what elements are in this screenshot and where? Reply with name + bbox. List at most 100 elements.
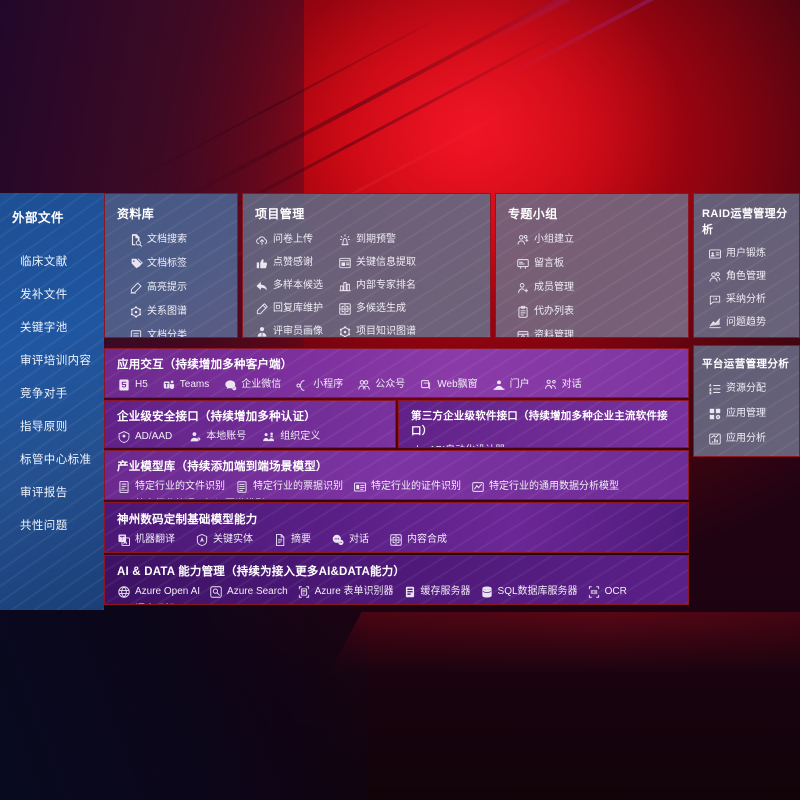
capability-label: API自动化设计器 bbox=[429, 446, 505, 448]
capability-item[interactable]: 资源分配 bbox=[708, 382, 794, 396]
sidebar-item-7[interactable]: 标管中心标准 bbox=[12, 442, 96, 475]
capability-item[interactable]: 评审员画像 bbox=[255, 325, 328, 337]
bar-title: 应用交互（持续增加多种客户端） bbox=[117, 359, 293, 371]
capability-item[interactable]: 应用管理 bbox=[708, 407, 794, 421]
capability-item[interactable]: 语音理解 bbox=[117, 603, 175, 604]
dialog-icon bbox=[544, 378, 558, 392]
capability-item[interactable]: 组织定义 bbox=[262, 430, 320, 444]
capability-item[interactable]: 文档标签 bbox=[129, 257, 229, 271]
bar-title: 神州数码定制基础模型能力 bbox=[117, 514, 258, 526]
bar-industry-model-library: 产业模型库（持续添加端到端场景模型） 特定行业的文件识别 特定行业的票据识别 特定行… bbox=[104, 450, 689, 500]
archive-box-icon bbox=[516, 329, 530, 337]
summary-icon bbox=[273, 533, 287, 547]
capability-label: 项目知识图谱 bbox=[356, 326, 416, 337]
panel-title: 资料库 bbox=[117, 207, 155, 221]
capability-item[interactable]: 角色管理 bbox=[708, 270, 794, 284]
sidebar-item-8[interactable]: 审评报告 bbox=[12, 475, 96, 508]
capability-item[interactable]: SQL数据库服务器 bbox=[480, 585, 578, 599]
sidebar-item-2[interactable]: 发补文件 bbox=[12, 277, 96, 310]
panel-project-management: 项目管理 问卷上传 到期预警 点赞感谢 关键信息提取 多样本候选 内部专家排名 回复库维护 多… bbox=[242, 193, 491, 338]
capability-item[interactable]: 用户锻炼 bbox=[708, 247, 794, 261]
capability-item[interactable]: Azure Open AI bbox=[117, 585, 200, 599]
capability-item[interactable]: AD/AAD bbox=[117, 430, 172, 444]
capability-item[interactable]: API自动化设计器 bbox=[411, 444, 505, 448]
capability-item[interactable]: 问题趋势 bbox=[708, 316, 794, 330]
panel-topic-group: 专题小组 小组建立留言板成员管理代办列表资料管理事项提醒小组标签 bbox=[495, 193, 689, 338]
capability-item[interactable]: 公众号 bbox=[357, 378, 405, 392]
sidebar-item-5[interactable]: 竞争对手 bbox=[12, 376, 96, 409]
capability-item[interactable]: 高亮提示 bbox=[129, 281, 229, 295]
capability-item[interactable]: TTS bbox=[184, 603, 221, 604]
capability-label: 摘要 bbox=[291, 534, 311, 545]
capability-item[interactable]: 多样本候选 bbox=[255, 279, 328, 293]
sidebar-title: 外部文件 bbox=[12, 211, 65, 225]
capability-item[interactable]: 特定行业的证件识别 bbox=[353, 480, 461, 494]
capability-item[interactable]: 关键实体 bbox=[195, 533, 253, 547]
capability-item[interactable]: 小组建立 bbox=[516, 233, 594, 247]
bar-enterprise-security: 企业级安全接口（持续增加多种认证） AD/AAD 本地账号 组织定义 bbox=[104, 400, 396, 448]
capability-item[interactable]: 问卷上传 bbox=[255, 233, 328, 247]
capability-item[interactable]: 小程序 bbox=[295, 378, 343, 392]
capability-item[interactable]: 回复库维护 bbox=[255, 302, 328, 316]
capability-item[interactable]: 多候选生成 bbox=[338, 302, 411, 316]
capability-item[interactable]: 关键信息提取 bbox=[338, 256, 416, 270]
capability-item[interactable]: 留言板 bbox=[516, 257, 594, 271]
id-card-recognize-icon bbox=[353, 480, 367, 494]
sidebar-item-label: 标管中心标准 bbox=[20, 453, 92, 466]
capability-label: 问卷上传 bbox=[273, 234, 313, 245]
sidebar-item-1[interactable]: 临床文献 bbox=[12, 244, 96, 277]
capability-label: 评审员画像 bbox=[273, 326, 323, 337]
capability-item[interactable]: 文档分类 bbox=[129, 329, 229, 337]
capability-label: Azure Open AI bbox=[135, 586, 201, 597]
capability-item[interactable]: Teams bbox=[162, 378, 209, 392]
capability-item[interactable]: H5 bbox=[117, 378, 148, 392]
capability-item[interactable]: 门户 bbox=[492, 378, 530, 392]
capability-item[interactable]: 代办列表 bbox=[516, 305, 594, 319]
capability-item[interactable]: 摘要 bbox=[273, 533, 311, 547]
graph-network-icon bbox=[338, 325, 352, 337]
capability-label: 问题趋势 bbox=[726, 317, 766, 328]
capability-item[interactable]: 采纳分析 bbox=[708, 293, 794, 307]
capability-item[interactable]: 文档搜索 bbox=[129, 233, 229, 247]
capability-item[interactable]: 本地账号 bbox=[188, 430, 246, 444]
sidebar-item-label: 关键字池 bbox=[20, 321, 68, 334]
capability-item[interactable]: 特定行业的通用知识图谱模型 bbox=[117, 498, 265, 499]
capability-item[interactable]: 关系图谱 bbox=[129, 305, 229, 319]
capability-item[interactable]: 对话 bbox=[544, 378, 582, 392]
capability-item[interactable]: 成员管理 bbox=[516, 281, 594, 295]
sidebar-item-9[interactable]: 共性问题 bbox=[12, 508, 96, 541]
sidebar-item-4[interactable]: 审评培训内容 bbox=[12, 343, 96, 376]
capability-item[interactable]: 内部专家排名 bbox=[338, 279, 416, 293]
capability-item[interactable]: 到期预警 bbox=[338, 233, 411, 247]
invoice-recognize-icon bbox=[235, 480, 249, 494]
group-role-icon bbox=[708, 270, 722, 284]
capability-item[interactable]: OCR bbox=[587, 585, 627, 599]
capability-item[interactable]: 特定行业的文件识别 bbox=[117, 480, 225, 494]
cache-server-icon bbox=[403, 585, 417, 599]
capability-item[interactable]: 资料管理 bbox=[516, 329, 594, 337]
capability-item[interactable]: Web飘窗 bbox=[419, 378, 478, 392]
capability-item[interactable]: 缓存服务器 bbox=[403, 585, 471, 599]
capability-item[interactable]: 企业微信 bbox=[223, 378, 281, 392]
panel-raid-analysis: RAID运营管理分析 用户锻炼 角色管理 采纳分析 问题趋势 bbox=[693, 193, 800, 338]
panel-library: 资料库 文档搜索文档标签高亮提示关系图谱文档分类 bbox=[104, 193, 238, 338]
capability-item[interactable]: Azure Search bbox=[209, 585, 288, 599]
app-analytics-icon bbox=[708, 432, 722, 446]
capability-item[interactable]: 机器翻译 bbox=[117, 533, 175, 547]
sidebar-item-6[interactable]: 指导原则 bbox=[12, 409, 96, 442]
capability-item[interactable]: 特定行业的通用数据分析模型 bbox=[471, 480, 619, 494]
sidebar-item-label: 竞争对手 bbox=[20, 387, 68, 400]
cloud-upload-icon bbox=[255, 233, 269, 247]
capability-item[interactable]: 点赞感谢 bbox=[255, 256, 328, 270]
sidebar-external-files: 外部文件 临床文献 发补文件关键字池审评培训内容竞争对手指导原则标管中心标准审评报… bbox=[0, 193, 104, 610]
capability-item[interactable]: 项目知识图谱 bbox=[338, 325, 416, 337]
capability-item[interactable]: 对话 bbox=[331, 533, 369, 547]
wecom-icon bbox=[223, 378, 237, 392]
sidebar-item-3[interactable]: 关键字池 bbox=[12, 310, 96, 343]
capability-item[interactable]: Azure 表单识别器 bbox=[297, 585, 394, 599]
capability-item[interactable]: 应用分析 bbox=[708, 432, 794, 446]
capability-label: 门户 bbox=[509, 379, 530, 390]
capability-item[interactable]: 内容合成 bbox=[389, 533, 447, 547]
capability-item[interactable]: 特定行业的票据识别 bbox=[235, 480, 343, 494]
capability-label: H5 bbox=[135, 379, 148, 390]
